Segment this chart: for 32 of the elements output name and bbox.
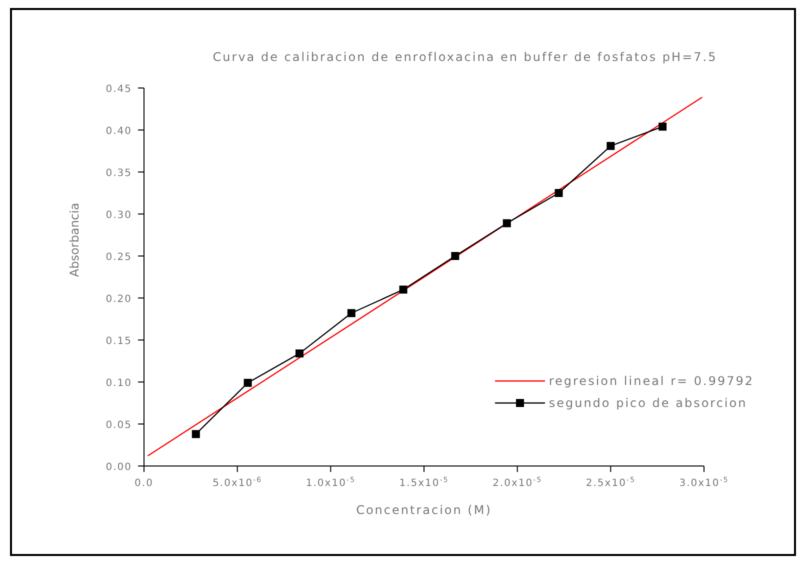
y-tick-label: 0.10 bbox=[106, 378, 132, 389]
point bbox=[658, 122, 667, 131]
y-tick-label: 0.35 bbox=[106, 168, 132, 179]
y-tick-label: 0.00 bbox=[106, 462, 132, 473]
y-tick-label: 0.40 bbox=[106, 126, 132, 137]
y-tick-label: 0.45 bbox=[106, 84, 132, 95]
x-tick-label: 1.5x10$^{-5}$ bbox=[399, 476, 449, 489]
y-tick-label: 0.30 bbox=[106, 210, 132, 221]
point bbox=[554, 189, 563, 197]
point bbox=[399, 286, 408, 294]
x-axis-title: Concentracion (M) bbox=[356, 503, 492, 517]
y-axis-title: Absorbancia bbox=[67, 202, 82, 277]
point bbox=[244, 378, 252, 387]
legend-label: segundo pico de absorcion bbox=[548, 395, 748, 412]
y-tick-label: 0.20 bbox=[106, 294, 132, 305]
y-tick-label: 0.15 bbox=[106, 336, 132, 347]
point bbox=[451, 252, 460, 260]
x-tick-label: 0.0 bbox=[134, 478, 154, 489]
legend-label: regresion lineal r= 0.99792 bbox=[548, 373, 754, 390]
x-tick-label: 5.0x10$^{-6}$ bbox=[212, 476, 262, 489]
x-tick-label: 1.0x10$^{-5}$ bbox=[306, 476, 356, 489]
point bbox=[192, 430, 200, 438]
y-tick-label: 0.05 bbox=[106, 420, 132, 431]
chart-title: Curva de calibracion de enrofloxacina en buffer de fosfatos pH=7.5 bbox=[212, 50, 718, 64]
x-tick-label: 2.5x10$^{-5}$ bbox=[586, 476, 636, 489]
point bbox=[606, 142, 615, 150]
point bbox=[347, 309, 356, 318]
point bbox=[295, 349, 304, 358]
x-tick-label: 3.0x10$^{-5}$ bbox=[679, 476, 729, 489]
y-tick-label: 0.25 bbox=[106, 252, 132, 263]
x-tick-label: 2.0x10$^{-5}$ bbox=[492, 476, 542, 489]
point bbox=[502, 219, 511, 228]
